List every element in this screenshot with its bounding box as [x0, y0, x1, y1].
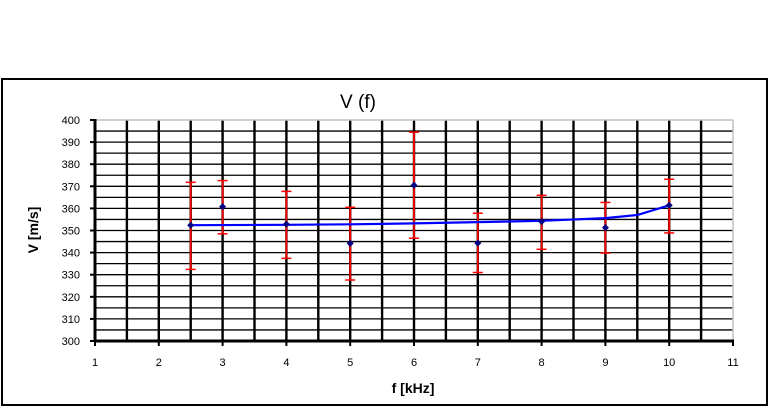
- data-point-marker: [665, 201, 673, 209]
- y-tick-label: 300: [62, 336, 80, 348]
- y-tick-label: 350: [62, 226, 80, 238]
- y-tick-label: 380: [62, 159, 80, 171]
- data-point-marker: [601, 224, 609, 232]
- y-tick-label: 320: [62, 292, 80, 304]
- x-axis-label: f [kHz]: [392, 380, 435, 396]
- chart-frame: [1, 78, 768, 406]
- y-tick-label: 330: [62, 270, 80, 282]
- x-tick-label: 1: [92, 357, 98, 369]
- y-tick-label: 400: [62, 115, 80, 127]
- x-tick-label: 5: [347, 357, 353, 369]
- error-bars: [185, 131, 675, 281]
- x-tick-label: 10: [663, 357, 675, 369]
- trend-line: [190, 204, 670, 227]
- y-tick-label: 390: [62, 137, 80, 149]
- x-tick-label: 9: [602, 357, 608, 369]
- y-tick-label: 360: [62, 203, 80, 215]
- x-tick-label: 6: [411, 357, 417, 369]
- axes: [90, 119, 734, 346]
- tick-labels: 300 310 320 330 340 350 360 370 380 390 400 1 2 3 4 5 6 7…: [62, 115, 739, 369]
- y-tick-label: 370: [62, 181, 80, 193]
- y-axis-label: V [m/s]: [25, 207, 41, 254]
- data-point-marker: [410, 181, 418, 189]
- y-tick-label: 340: [62, 248, 80, 260]
- data-point-marker: [346, 239, 354, 247]
- data-point-marker: [474, 239, 482, 247]
- x-tick-label: 3: [220, 357, 226, 369]
- x-tick-label: 11: [727, 357, 738, 369]
- x-tick-label: 4: [283, 357, 289, 369]
- y-tick-label: 310: [62, 314, 80, 326]
- x-tick-label: 7: [475, 357, 481, 369]
- chart-title: V (f): [340, 92, 376, 113]
- data-point-marker: [282, 220, 290, 228]
- x-tick-label: 2: [156, 357, 162, 369]
- data-point-marker: [538, 218, 546, 226]
- data-point-marker: [187, 221, 195, 229]
- data-markers: [187, 181, 673, 247]
- x-tick-label: 8: [539, 357, 545, 369]
- trend-polyline: [190, 204, 670, 227]
- data-point-marker: [219, 203, 227, 211]
